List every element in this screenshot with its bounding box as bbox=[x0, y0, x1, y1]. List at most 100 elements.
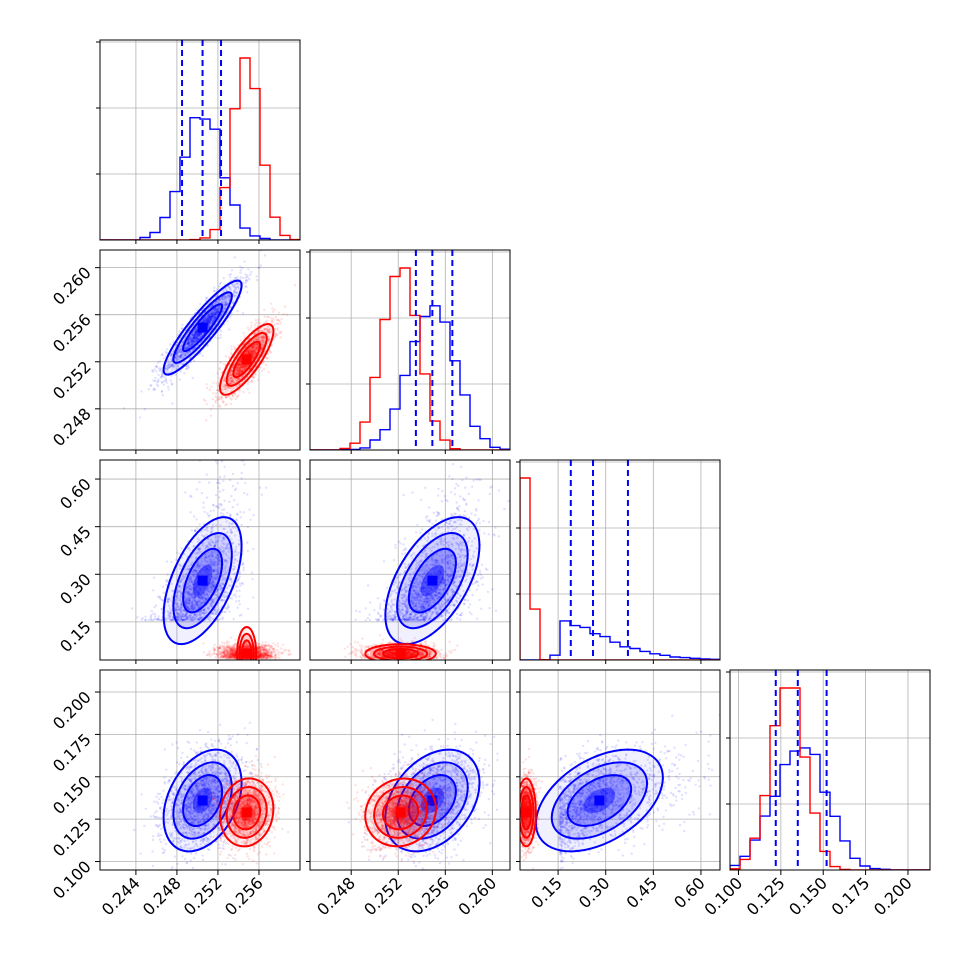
scatter-point-1-1-0-1402 bbox=[210, 385, 213, 388]
scatter-point-1-1-0-547 bbox=[261, 329, 264, 333]
scatter-point-0-1-0-612 bbox=[177, 347, 180, 350]
scatter-point-0-2-0-520 bbox=[167, 604, 171, 607]
scatter-point-0-1-0-1471 bbox=[224, 306, 227, 309]
scatter-point-0-2-0-904 bbox=[248, 508, 251, 511]
scatter-point-0-2-0-631 bbox=[189, 618, 193, 622]
scatter-point-0-1-0-292 bbox=[187, 342, 190, 346]
scatter-point-1-1-0-1192 bbox=[257, 378, 260, 382]
scatter-point-1-1-0-1372 bbox=[262, 340, 265, 344]
scatter-point-0-2-0-1224 bbox=[237, 577, 241, 580]
scatter-point-1-1-0-706 bbox=[250, 351, 253, 354]
scatter-point-1-1-0-220 bbox=[230, 380, 233, 383]
scatter-point-1-1-0-843 bbox=[242, 366, 245, 369]
scatter-point-0-1-0-519 bbox=[161, 380, 164, 383]
scatter-point-0-2-0-452 bbox=[195, 585, 198, 588]
scatter-point-0-1-0-1237 bbox=[165, 352, 169, 355]
scatter-point-0-1-0-637 bbox=[187, 346, 190, 349]
scatter-point-1-1-0-662 bbox=[252, 350, 255, 354]
scatter-point-1-1-0-564 bbox=[238, 376, 241, 380]
scatter-point-0-2-0-211 bbox=[203, 510, 206, 514]
scatter-point-0-2-0-188 bbox=[191, 618, 194, 622]
scatter-point-1-1-0-609 bbox=[239, 366, 242, 369]
scatter-point-0-2-0-445 bbox=[195, 602, 199, 605]
scatter-point-0-1-0-601 bbox=[156, 384, 160, 388]
scatter-point-0-2-0-775 bbox=[238, 539, 241, 542]
scatter-point-0-2-0-348 bbox=[198, 596, 201, 599]
scatter-point-1-1-0-48 bbox=[260, 347, 264, 350]
scatter-point-0-1-0-882 bbox=[164, 367, 167, 370]
scatter-point-1-1-0-502 bbox=[244, 352, 247, 355]
scatter-point-0-2-0-239 bbox=[208, 562, 211, 566]
scatter-point-1-1-0-1172 bbox=[230, 376, 233, 380]
scatter-point-0-2-0-1219 bbox=[222, 593, 226, 597]
scatter-point-0-2-0-361 bbox=[198, 539, 201, 542]
scatter-point-1-1-0-71 bbox=[248, 348, 251, 351]
scatter-point-0-2-0-1080 bbox=[208, 560, 211, 563]
scatter-point-0-2-0-586 bbox=[193, 588, 197, 591]
scatter-point-0-1-0-800 bbox=[214, 312, 217, 315]
scatter-point-0-2-0-962 bbox=[191, 616, 194, 619]
scatter-point-0-2-0-829 bbox=[224, 558, 227, 562]
scatter-point-0-1-0-1159 bbox=[190, 343, 194, 346]
scatter-point-0-1-0-1438 bbox=[191, 342, 194, 346]
scatter-point-0-2-0-957 bbox=[177, 612, 180, 615]
scatter-point-0-2-0-534 bbox=[210, 554, 213, 557]
scatter-point-0-2-0-1496 bbox=[235, 518, 238, 521]
scatter-point-1-1-0-357 bbox=[224, 396, 227, 399]
scatter-point-0-1-0-548 bbox=[198, 333, 201, 336]
scatter-point-0-1-0-1113 bbox=[187, 339, 190, 342]
scatter-point-1-1-0-516 bbox=[239, 339, 242, 342]
scatter-point-1-1-0-653 bbox=[236, 364, 240, 367]
scatter-series-0-2-0 bbox=[131, 460, 268, 622]
scatter-point-0-2-0-1153 bbox=[198, 619, 201, 622]
scatter-point-0-1-0-427 bbox=[190, 341, 194, 345]
scatter-point-1-1-0-120 bbox=[260, 343, 264, 346]
scatter-point-0-1-0-15 bbox=[225, 295, 228, 298]
scatter-point-0-1-0-510 bbox=[201, 354, 204, 357]
scatter-point-0-1-0-611 bbox=[183, 354, 186, 357]
scatter-point-0-2-0-940 bbox=[231, 522, 234, 525]
scatter-point-0-2-0-45 bbox=[234, 526, 237, 529]
scatter-point-1-1-0-1106 bbox=[225, 385, 228, 388]
scatter-point-1-1-0-23 bbox=[261, 339, 264, 342]
scatter-point-0-2-0-706 bbox=[194, 557, 198, 560]
scatter-point-0-1-0-11 bbox=[211, 315, 214, 318]
scatter-point-1-1-0-194 bbox=[235, 368, 239, 371]
scatter-point-0-2-0-1066 bbox=[206, 606, 209, 609]
scatter-point-0-1-0-715 bbox=[206, 317, 209, 320]
scatter-point-0-2-0-196 bbox=[228, 610, 231, 613]
scatter-point-0-1-0-1204 bbox=[191, 342, 194, 345]
scatter-point-0-2-0-558 bbox=[179, 579, 183, 583]
scatter-point-1-1-0-1410 bbox=[269, 330, 272, 334]
scatter-point-1-1-0-730 bbox=[263, 315, 266, 318]
scatter-point-0-2-0-726 bbox=[181, 618, 185, 621]
scatter-point-0-1-0-657 bbox=[214, 312, 218, 315]
scatter-point-0-1-0-242 bbox=[232, 290, 236, 294]
scatter-point-0-2-0-339 bbox=[198, 564, 201, 568]
scatter-point-0-2-0-602 bbox=[193, 606, 196, 610]
scatter-point-1-1-0-265 bbox=[260, 339, 263, 343]
scatter-point-0-2-0-866 bbox=[227, 550, 230, 553]
scatter-point-1-1-0-911 bbox=[237, 373, 240, 376]
scatter-point-0-2-0-893 bbox=[210, 586, 213, 589]
scatter-point-1-1-0-890 bbox=[254, 331, 257, 335]
scatter-point-0-2-0-1509 bbox=[242, 563, 245, 566]
scatter-point-0-2-0-316 bbox=[224, 610, 227, 614]
scatter-point-0-2-0-108 bbox=[189, 619, 193, 622]
scatter-point-0-2-0-76 bbox=[191, 561, 194, 564]
scatter-point-0-1-0-143 bbox=[214, 311, 217, 314]
scatter-point-1-1-0-1571 bbox=[256, 345, 260, 348]
scatter-point-1-1-0-165 bbox=[268, 349, 271, 352]
scatter-point-0-2-0-1036 bbox=[211, 579, 214, 583]
scatter-point-1-1-0-920 bbox=[248, 349, 251, 353]
scatter-point-1-1-0-76 bbox=[244, 364, 248, 368]
scatter-point-0-1-0-1439 bbox=[174, 373, 177, 376]
scatter-point-0-2-0-862 bbox=[186, 586, 189, 589]
scatter-point-0-1-0-1173 bbox=[161, 394, 165, 397]
scatter-point-0-2-0-356 bbox=[177, 619, 180, 622]
scatter-point-0-1-0-156 bbox=[180, 353, 183, 357]
scatter-point-1-1-0-1436 bbox=[237, 377, 240, 380]
scatter-point-0-2-0-621 bbox=[212, 504, 215, 507]
scatter-point-0-1-0-1127 bbox=[224, 288, 227, 291]
scatter-point-0-1-0-1167 bbox=[157, 373, 160, 377]
